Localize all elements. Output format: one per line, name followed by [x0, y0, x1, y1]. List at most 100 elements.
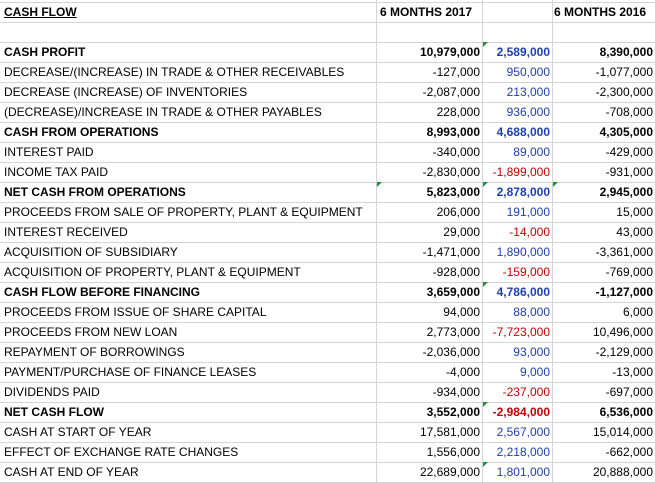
gridline-horizontal	[0, 222, 655, 223]
row-label[interactable]: EFFECT OF EXCHANGE RATE CHANGES	[4, 445, 239, 459]
value-change[interactable]: 2,589,000	[496, 45, 550, 59]
row-label[interactable]: ACQUISITION OF SUBSIDIARY	[4, 245, 178, 259]
value-2017[interactable]: 22,689,000	[419, 465, 480, 479]
row-label[interactable]: NET CASH FLOW	[4, 405, 104, 419]
value-2017[interactable]: -928,000	[432, 265, 480, 279]
value-2017[interactable]: 228,000	[436, 105, 480, 119]
row-label[interactable]: PAYMENT/PURCHASE OF FINANCE LEASES	[4, 365, 257, 379]
value-2017[interactable]: 94,000	[443, 305, 480, 319]
value-2016[interactable]: -662,000	[605, 445, 653, 459]
value-2016[interactable]: 4,305,000	[599, 125, 653, 139]
blank-row	[0, 22, 655, 42]
value-change[interactable]: 2,878,000	[496, 185, 550, 199]
row-label[interactable]: DECREASE (INCREASE) OF INVENTORIES	[4, 85, 248, 99]
row-label[interactable]: PROCEEDS FROM SALE OF PROPERTY, PLANT & …	[4, 205, 363, 219]
value-2016[interactable]: -769,000	[605, 265, 653, 279]
value-change[interactable]: 4,786,000	[496, 285, 550, 299]
value-change[interactable]: 4,688,000	[496, 125, 550, 139]
value-2016[interactable]: -2,129,000	[595, 345, 653, 359]
row-label[interactable]: CASH FROM OPERATIONS	[4, 125, 159, 139]
value-change[interactable]: 93,000	[513, 345, 550, 359]
value-change[interactable]: -1,899,000	[492, 165, 550, 179]
row-label[interactable]: CASH AT START OF YEAR	[4, 425, 152, 439]
value-2016[interactable]: -13,000	[612, 365, 653, 379]
value-2017[interactable]: -1,471,000	[422, 245, 480, 259]
value-2017[interactable]: -4,000	[445, 365, 480, 379]
row-label[interactable]: NET CASH FROM OPERATIONS	[4, 185, 186, 199]
value-change[interactable]: 88,000	[513, 305, 550, 319]
empty-cell[interactable]	[482, 2, 552, 22]
value-2016[interactable]: -2,300,000	[595, 85, 653, 99]
value-change[interactable]: 9,000	[519, 365, 550, 379]
value-change[interactable]: 89,000	[513, 145, 550, 159]
value-2016[interactable]: -3,361,000	[595, 245, 653, 259]
column-header-2016[interactable]: 6 MONTHS 2016	[554, 5, 647, 19]
row-label[interactable]: ACQUISITION OF PROPERTY, PLANT & EQUIPME…	[4, 265, 301, 279]
value-change[interactable]: 1,801,000	[496, 465, 550, 479]
value-2017[interactable]: 2,773,000	[426, 325, 480, 339]
sheet-title[interactable]: CASH FLOW	[4, 5, 77, 19]
value-2017[interactable]: 8,993,000	[426, 125, 480, 139]
value-2016[interactable]: -708,000	[605, 105, 653, 119]
row-label[interactable]: DECREASE/(INCREASE) IN TRADE & OTHER REC…	[4, 65, 345, 79]
row-label[interactable]: DIVIDENDS PAID	[4, 385, 100, 399]
value-2016[interactable]: 6,536,000	[599, 405, 653, 419]
value-2016[interactable]: 6,000	[622, 305, 653, 319]
value-change[interactable]: 213,000	[506, 85, 550, 99]
row-label[interactable]: REPAYMENT OF BORROWINGS	[4, 345, 185, 359]
value-change[interactable]: 2,218,000	[496, 445, 550, 459]
value-2017[interactable]: -934,000	[432, 385, 480, 399]
value-change[interactable]: 191,000	[506, 205, 550, 219]
value-2017[interactable]: 3,659,000	[426, 285, 480, 299]
value-2016[interactable]: 2,945,000	[599, 185, 653, 199]
row-label[interactable]: CASH PROFIT	[4, 45, 86, 59]
value-2016[interactable]: 15,000	[616, 205, 653, 219]
value-change[interactable]: -159,000	[502, 265, 550, 279]
gridline-horizontal	[0, 242, 655, 243]
value-2016[interactable]: -1,127,000	[595, 285, 653, 299]
value-2016[interactable]: -931,000	[605, 165, 653, 179]
value-2016[interactable]: 8,390,000	[599, 45, 653, 59]
value-2016[interactable]: 43,000	[616, 225, 653, 239]
value-change[interactable]: 2,567,000	[496, 425, 550, 439]
gridline-horizontal	[0, 382, 655, 383]
row-label[interactable]: INCOME TAX PAID	[4, 165, 109, 179]
value-2017[interactable]: -2,036,000	[422, 345, 480, 359]
row-label[interactable]: INTEREST PAID	[4, 145, 94, 159]
value-change[interactable]: 1,890,000	[496, 245, 550, 259]
table-row: PROCEEDS FROM ISSUE OF SHARE CAPITAL 94,0…	[0, 302, 655, 322]
value-change[interactable]: 936,000	[506, 105, 550, 119]
gridline-horizontal	[0, 62, 655, 63]
value-2017[interactable]: 17,581,000	[419, 425, 480, 439]
value-2016[interactable]: 15,014,000	[592, 425, 653, 439]
row-label[interactable]: CASH AT END OF YEAR	[4, 465, 139, 479]
row-label[interactable]: (DECREASE)/INCREASE IN TRADE & OTHER PAY…	[4, 105, 322, 119]
value-2017[interactable]: 5,823,000	[426, 185, 480, 199]
value-2017[interactable]: 3,552,000	[426, 405, 480, 419]
value-change[interactable]: -7,723,000	[492, 325, 550, 339]
value-change[interactable]: -237,000	[502, 385, 550, 399]
value-change[interactable]: -2,984,000	[492, 405, 550, 419]
value-change[interactable]: -14,000	[509, 225, 550, 239]
row-label[interactable]: PROCEEDS FROM NEW LOAN	[4, 325, 178, 339]
value-2017[interactable]: -127,000	[432, 65, 480, 79]
value-2017[interactable]: -2,830,000	[422, 165, 480, 179]
value-change[interactable]: 950,000	[506, 65, 550, 79]
value-2017[interactable]: -2,087,000	[422, 85, 480, 99]
row-label[interactable]: INTEREST RECEIVED	[4, 225, 128, 239]
row-label[interactable]: CASH FLOW BEFORE FINANCING	[4, 285, 200, 299]
column-header-2017[interactable]: 6 MONTHS 2017	[380, 5, 473, 19]
value-2017[interactable]: -340,000	[432, 145, 480, 159]
value-2017[interactable]: 206,000	[436, 205, 480, 219]
value-2016[interactable]: -1,077,000	[595, 65, 653, 79]
gridline-horizontal	[0, 202, 655, 203]
value-2017[interactable]: 29,000	[443, 225, 480, 239]
value-2016[interactable]: -697,000	[605, 385, 653, 399]
value-2016[interactable]: -429,000	[605, 145, 653, 159]
row-label[interactable]: PROCEEDS FROM ISSUE OF SHARE CAPITAL	[4, 305, 267, 319]
value-2016[interactable]: 10,496,000	[592, 325, 653, 339]
value-2016[interactable]: 20,888,000	[592, 465, 653, 479]
value-2017[interactable]: 10,979,000	[419, 45, 480, 59]
value-2017[interactable]: 1,556,000	[426, 445, 480, 459]
table-row: ACQUISITION OF SUBSIDIARY -1,471,000 1,890…	[0, 242, 655, 262]
